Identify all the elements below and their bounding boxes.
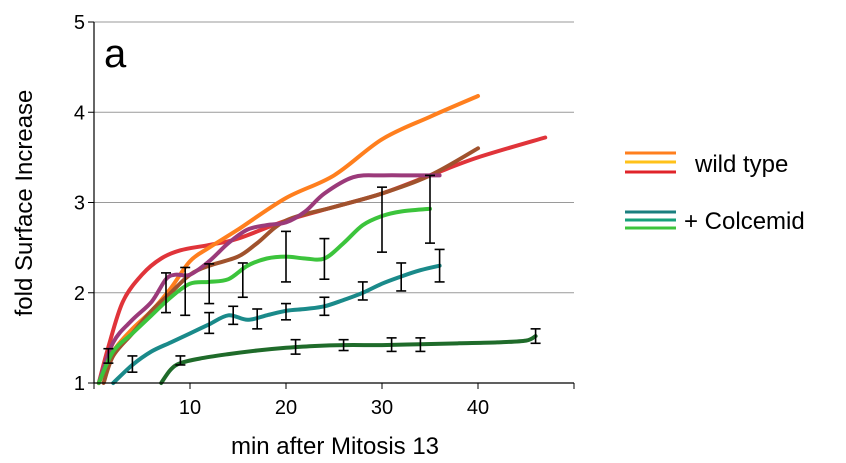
error-bar-9 bbox=[252, 308, 263, 330]
error-bar-13 bbox=[319, 296, 330, 317]
error-bar-3 bbox=[161, 272, 171, 314]
error-bar-11 bbox=[281, 302, 291, 321]
legend-label-wild-type: wild type bbox=[694, 151, 788, 178]
y-tick-label-2: 2 bbox=[74, 283, 85, 305]
error-bar-15 bbox=[377, 186, 387, 253]
error-bar-5 bbox=[204, 263, 215, 305]
series-line-6 bbox=[111, 263, 442, 385]
error-bar-19 bbox=[175, 355, 186, 366]
error-bar-1 bbox=[103, 347, 114, 364]
legend: wild type + Colcemid bbox=[625, 151, 805, 235]
x-tick-label-20: 20 bbox=[275, 397, 297, 419]
series-line-7 bbox=[159, 334, 538, 385]
error-bar-8 bbox=[228, 305, 239, 326]
x-axis-label: min after Mitosis 13 bbox=[231, 433, 439, 460]
axes bbox=[88, 21, 575, 389]
error-bar-17 bbox=[425, 174, 435, 244]
gridlines bbox=[94, 21, 574, 294]
series-line-4 bbox=[96, 173, 442, 385]
error-bar-18 bbox=[434, 248, 445, 283]
series-lines bbox=[96, 94, 548, 385]
error-bar-4 bbox=[180, 266, 191, 317]
legend-swatch-wild-type bbox=[625, 151, 676, 174]
y-tick-label-1: 1 bbox=[74, 373, 85, 395]
error-bar-16 bbox=[396, 262, 407, 292]
tick-labels: 10 20 30 40 1 2 3 4 5 bbox=[74, 12, 489, 419]
legend-swatch-colcemid bbox=[625, 210, 676, 230]
x-tick-label-40: 40 bbox=[467, 397, 489, 419]
error-bar-6 bbox=[204, 311, 215, 335]
error-bars bbox=[103, 174, 541, 373]
x-tick-label-10: 10 bbox=[179, 397, 201, 419]
error-bar-20 bbox=[290, 338, 301, 355]
error-bar-22 bbox=[386, 337, 397, 353]
error-bar-12 bbox=[319, 237, 330, 281]
legend-label-colcemid: + Colcemid bbox=[684, 208, 805, 235]
y-tick-label-4: 4 bbox=[74, 102, 85, 124]
error-bar-14 bbox=[357, 281, 368, 301]
x-tick-label-30: 30 bbox=[371, 397, 393, 419]
error-bar-7 bbox=[237, 262, 248, 299]
error-bar-10 bbox=[281, 230, 291, 283]
error-bar-2 bbox=[127, 355, 138, 373]
y-axis-label: fold Surface Increase bbox=[11, 90, 38, 317]
series-line-5 bbox=[96, 206, 432, 385]
series-line-2 bbox=[96, 94, 480, 385]
y-tick-label-5: 5 bbox=[74, 12, 85, 34]
error-bar-23 bbox=[415, 337, 426, 353]
error-bar-24 bbox=[530, 328, 541, 345]
error-bar-21 bbox=[338, 338, 349, 352]
panel-label: a bbox=[104, 32, 127, 76]
y-tick-label-3: 3 bbox=[74, 193, 85, 215]
